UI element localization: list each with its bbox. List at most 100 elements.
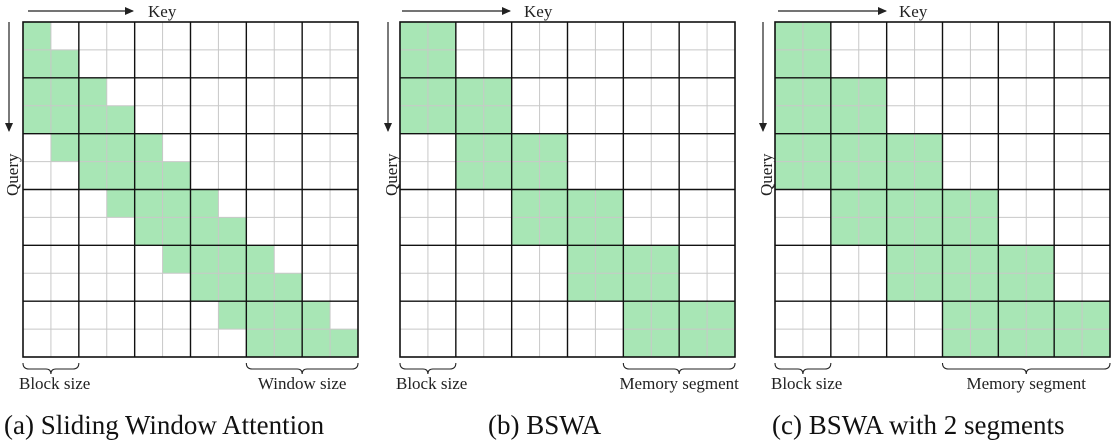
right-brace-label: Memory segment bbox=[619, 374, 739, 393]
attention-cell bbox=[830, 189, 859, 218]
attention-cell bbox=[886, 217, 915, 246]
attention-cell bbox=[886, 273, 915, 302]
attention-cell bbox=[858, 161, 887, 190]
attention-cell bbox=[455, 161, 484, 190]
attention-cell bbox=[1026, 245, 1055, 274]
attention-cell bbox=[998, 329, 1027, 357]
attention-cell bbox=[567, 245, 596, 274]
attention-cell bbox=[595, 189, 624, 218]
attention-cell bbox=[330, 329, 358, 357]
attention-cell bbox=[1026, 273, 1055, 302]
attention-cell bbox=[78, 105, 107, 134]
attention-cell bbox=[942, 273, 971, 302]
attention-cell bbox=[970, 301, 999, 330]
attention-cell bbox=[483, 105, 512, 134]
key-label: Key bbox=[524, 2, 553, 21]
brace-right bbox=[245, 362, 359, 375]
attention-cell bbox=[651, 245, 680, 274]
brace-block-size bbox=[774, 362, 832, 375]
caption-a: (a) Sliding Window Attention bbox=[4, 410, 325, 440]
attention-cell bbox=[679, 329, 708, 357]
attention-cell bbox=[858, 133, 887, 162]
attention-cell bbox=[78, 133, 107, 162]
attention-cell bbox=[246, 273, 275, 302]
attention-cell bbox=[1026, 329, 1055, 357]
attention-cell bbox=[246, 329, 275, 357]
attention-cell bbox=[595, 273, 624, 302]
attention-cell bbox=[1082, 301, 1110, 330]
attention-cell bbox=[134, 133, 163, 162]
attention-cell bbox=[802, 105, 831, 134]
attention-cell bbox=[858, 77, 887, 106]
caption-b: (b) BSWA bbox=[488, 410, 602, 440]
attention-cell bbox=[106, 161, 135, 190]
attention-cell bbox=[190, 245, 219, 274]
attention-cell bbox=[23, 22, 51, 50]
attention-cell bbox=[567, 189, 596, 218]
attention-cell bbox=[623, 245, 652, 274]
attention-cell bbox=[942, 245, 971, 274]
attention-cell bbox=[942, 329, 971, 357]
attention-cell bbox=[162, 245, 191, 274]
query-label: Query bbox=[3, 153, 22, 196]
attention-cell bbox=[190, 217, 219, 246]
attention-cell bbox=[246, 301, 275, 330]
attention-cell bbox=[595, 245, 624, 274]
attention-cell bbox=[427, 105, 456, 134]
attention-cell bbox=[830, 77, 859, 106]
attention-cell bbox=[427, 49, 456, 78]
attention-cell bbox=[567, 273, 596, 302]
attention-cell bbox=[400, 49, 428, 78]
attention-cell bbox=[400, 22, 428, 50]
right-brace-label: Memory segment bbox=[967, 374, 1087, 393]
attention-cell bbox=[651, 273, 680, 302]
attention-cell bbox=[78, 77, 107, 106]
block-size-label: Block size bbox=[396, 374, 467, 393]
attention-cell bbox=[23, 105, 51, 134]
attention-cell bbox=[775, 161, 803, 190]
attention-cell bbox=[830, 217, 859, 246]
attention-cell bbox=[623, 329, 652, 357]
attention-cell bbox=[218, 301, 247, 330]
attention-cell bbox=[190, 273, 219, 302]
attention-cell bbox=[134, 161, 163, 190]
attention-cell bbox=[679, 301, 708, 330]
attention-cell bbox=[539, 217, 568, 246]
attention-cell bbox=[455, 133, 484, 162]
attention-cell bbox=[775, 133, 803, 162]
attention-cell bbox=[274, 273, 303, 302]
attention-cell bbox=[1082, 329, 1110, 357]
attention-cell bbox=[190, 189, 219, 218]
attention-cell bbox=[886, 245, 915, 274]
attention-cell bbox=[858, 189, 887, 218]
attention-cell bbox=[400, 77, 428, 106]
attention-cell bbox=[50, 133, 79, 162]
attention-cell bbox=[483, 133, 512, 162]
attention-cell bbox=[914, 273, 943, 302]
attention-cell bbox=[1054, 301, 1083, 330]
attention-cell bbox=[858, 217, 887, 246]
attention-cell bbox=[1026, 301, 1055, 330]
query-label: Query bbox=[757, 153, 776, 196]
attention-cell bbox=[50, 77, 79, 106]
attention-cell bbox=[970, 273, 999, 302]
attention-cell bbox=[302, 329, 331, 357]
attention-cell bbox=[707, 301, 735, 330]
attention-cell bbox=[511, 217, 540, 246]
attention-cell bbox=[483, 77, 512, 106]
query-label: Query bbox=[382, 153, 401, 196]
attention-cell bbox=[511, 189, 540, 218]
caption-c: (c) BSWA with 2 segments bbox=[772, 410, 1065, 440]
panel-b: Key Query Block size Memory segment bbox=[382, 2, 739, 393]
attention-cell bbox=[539, 133, 568, 162]
attention-cell bbox=[775, 49, 803, 78]
matrix-border bbox=[774, 21, 1111, 358]
attention-cell bbox=[106, 189, 135, 218]
attention-cell bbox=[914, 189, 943, 218]
attention-cell bbox=[106, 105, 135, 134]
attention-cell bbox=[567, 217, 596, 246]
attention-cell bbox=[427, 22, 456, 50]
attention-cell bbox=[400, 105, 428, 134]
attention-cell bbox=[998, 273, 1027, 302]
